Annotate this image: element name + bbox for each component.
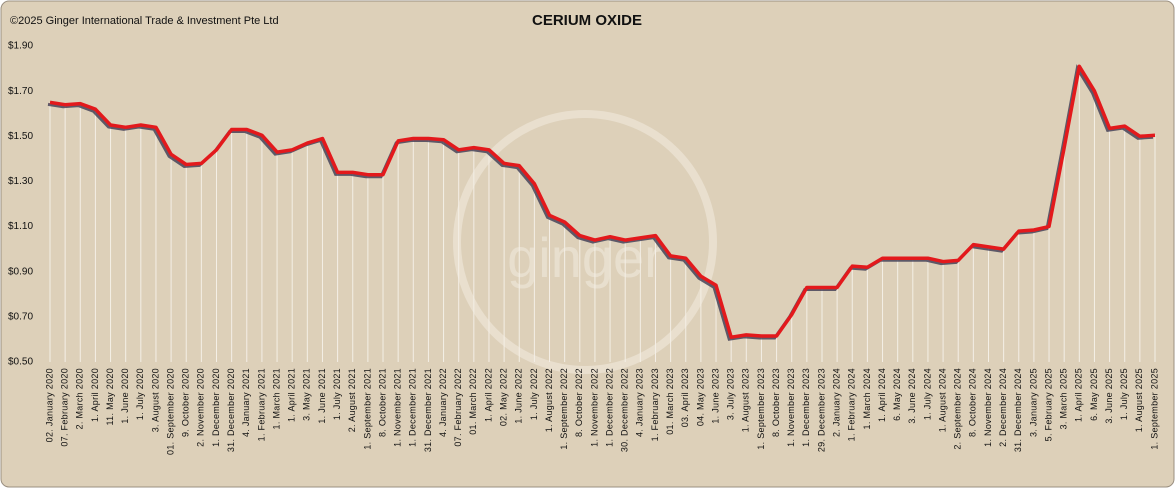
x-tick-label: 4. January 2022 <box>438 368 448 437</box>
x-tick-label: 4. January 2023 <box>635 368 645 437</box>
x-tick-label: 31. December 2020 <box>226 368 236 452</box>
x-tick-label: 1. July 2021 <box>332 368 342 420</box>
x-tick-label: 30. December 2022 <box>620 368 630 452</box>
x-tick-label: 1. June 2020 <box>120 368 130 424</box>
x-tick-label: 1. September 2023 <box>756 368 766 450</box>
x-tick-label: 9. October 2020 <box>181 368 191 437</box>
x-tick-label: 04. May 2023 <box>695 368 705 426</box>
x-tick-label: 1. December 2022 <box>604 368 614 447</box>
x-tick-label: 1. December 2020 <box>211 368 221 447</box>
x-tick-label: 01. September 2020 <box>165 368 175 455</box>
x-tick-label: 1. July 2025 <box>1119 368 1129 420</box>
x-tick-label: 1. March 2024 <box>862 368 872 429</box>
x-tick-label: 1. April 2020 <box>90 368 100 422</box>
x-tick-label: 01. March 2022 <box>468 368 478 435</box>
x-tick-label: 3. June 2024 <box>907 368 917 424</box>
x-tick-label: 11. May 2020 <box>105 368 115 425</box>
x-tick-label: 1. March 2021 <box>271 368 281 429</box>
x-tick-label: 1. December 2021 <box>408 368 418 447</box>
x-tick-label: 3. May 2021 <box>302 368 312 421</box>
x-tick-label: 1. April 2025 <box>1074 368 1084 422</box>
x-tick-label: 31. December 2021 <box>423 368 433 452</box>
x-tick-label: 3. June 2025 <box>1104 368 1114 424</box>
x-tick-label: 1. December 2023 <box>801 368 811 447</box>
x-tick-label: 6. May 2024 <box>892 368 902 421</box>
watermark-ring <box>453 110 717 374</box>
x-tick-label: 8. October 2023 <box>771 368 781 437</box>
x-tick-label: 1. November 2024 <box>983 368 993 447</box>
x-tick-label: 1. February 2023 <box>650 368 660 441</box>
y-tick-label: $1.10 <box>8 221 33 232</box>
x-tick-label: 1. November 2022 <box>589 368 599 447</box>
x-tick-label: 02. May 2022 <box>498 368 508 426</box>
x-tick-label: 4. January 2021 <box>241 368 251 437</box>
x-tick-label: 5. February 2025 <box>1043 368 1053 441</box>
y-tick-label: $0.50 <box>8 357 33 368</box>
x-tick-label: 8. October 2021 <box>377 368 387 437</box>
x-tick-label: 1. June 2023 <box>710 368 720 424</box>
x-tick-label: 01. March 2023 <box>665 368 675 435</box>
x-tick-label: 1. April 2021 <box>287 368 297 422</box>
x-tick-label: 8. October 2022 <box>574 368 584 437</box>
x-tick-label: 1. June 2021 <box>317 368 327 424</box>
x-tick-label: 31. December 2024 <box>1013 368 1023 452</box>
x-tick-label: 1. November 2021 <box>393 368 403 447</box>
x-tick-label: 2. August 2021 <box>347 368 357 432</box>
x-tick-label: 3. August 2020 <box>150 368 160 432</box>
x-tick-label: 1. February 2021 <box>256 368 266 441</box>
x-tick-label: 2. March 2020 <box>75 368 85 429</box>
line <box>49 64 1156 339</box>
x-tick-label: 1. September 2021 <box>362 368 372 450</box>
x-tick-label: 1. June 2022 <box>514 368 524 424</box>
chart-title: CERIUM OXIDE <box>532 12 642 29</box>
x-tick-label: 1. September 2025 <box>1149 368 1159 450</box>
x-tick-label: 1. August 2022 <box>544 368 554 432</box>
x-tick-label: 1. August 2025 <box>1134 368 1144 432</box>
y-tick-label: $1.90 <box>8 41 33 52</box>
y-tick-label: $0.90 <box>8 266 33 277</box>
x-tick-label: 1. July 2022 <box>529 368 539 420</box>
x-tick-label: 1. April 2024 <box>877 368 887 422</box>
x-tick-label: 1. July 2020 <box>135 368 145 420</box>
watermark: ginger <box>507 226 663 289</box>
copyright: ©2025 Ginger International Trade & Inves… <box>10 15 279 27</box>
x-tick-label: 3. January 2025 <box>1028 368 1038 437</box>
x-tick-label: 2. January 2024 <box>831 368 841 437</box>
x-tick-label: 07. February 2022 <box>453 368 463 447</box>
x-tick-label: 1. November 2023 <box>786 368 796 447</box>
x-tick-label: 8. October 2024 <box>968 368 978 437</box>
x-tick-label: 3. July 2023 <box>726 368 736 420</box>
y-tick-label: $1.30 <box>8 176 33 187</box>
x-tick-label: 03. April 2023 <box>680 368 690 427</box>
x-tick-label: 6. May 2025 <box>1089 368 1099 421</box>
x-tick-label: 07. February 2020 <box>60 368 70 447</box>
x-tick-label: 1. July 2024 <box>922 368 932 420</box>
x-tick-label: 29. December 2023 <box>816 368 826 452</box>
y-tick-label: $1.70 <box>8 86 33 97</box>
x-tick-label: 2. November 2020 <box>196 368 206 447</box>
y-tick-label: $1.50 <box>8 131 33 142</box>
y-tick-label: $0.70 <box>8 311 33 322</box>
x-tick-label: 1. February 2024 <box>847 368 857 441</box>
x-tick-label: 1. August 2024 <box>937 368 947 432</box>
x-tick-label: 1. September 2022 <box>559 368 569 450</box>
x-tick-label: 1. April 2022 <box>483 368 493 422</box>
x-tick-label: 2. September 2024 <box>953 368 963 450</box>
x-tick-label: 2. December 2024 <box>998 368 1008 447</box>
x-tick-label: 3. March 2025 <box>1059 368 1069 429</box>
x-tick-label: 1. August 2023 <box>741 368 751 432</box>
x-tick-label: 02. January 2020 <box>44 368 54 442</box>
